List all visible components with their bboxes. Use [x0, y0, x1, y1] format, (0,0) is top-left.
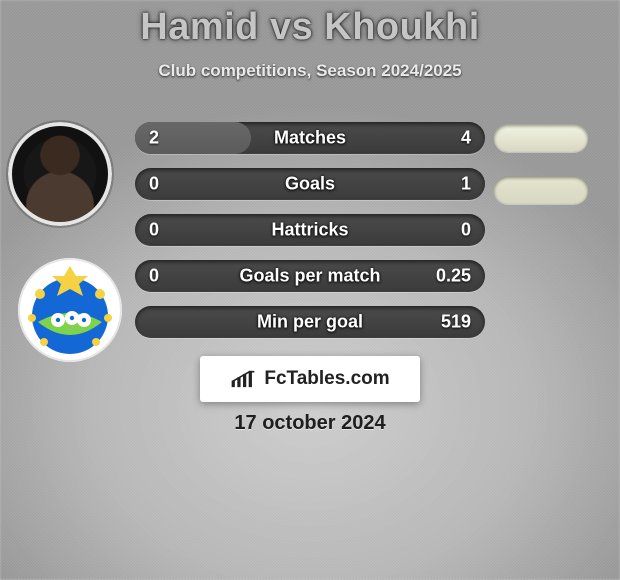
stat-label: Goals per match	[135, 266, 485, 287]
page-title: Hamid vs Khoukhi	[0, 0, 620, 49]
stat-value-left: 2	[149, 128, 159, 149]
stage: Hamid vs Khoukhi Club competitions, Seas…	[0, 0, 620, 580]
subtitle: Club competitions, Season 2024/2025	[0, 61, 620, 81]
stat-value-right: 1	[461, 174, 471, 195]
stat-row: 0 0.25Goals per match	[135, 260, 485, 292]
stat-value-right: 0	[461, 220, 471, 241]
player-avatar-hamid	[8, 122, 112, 226]
date-text: 17 october 2024	[0, 412, 620, 435]
stat-label: Min per goal	[135, 312, 485, 333]
branding-badge[interactable]: FcTables.com	[200, 356, 420, 402]
accent-pill	[494, 124, 588, 152]
stat-value-left: 0	[149, 174, 159, 195]
branding-label: FcTables.com	[264, 368, 389, 390]
stat-row: 0 0Hattricks	[135, 214, 485, 246]
stat-value-right: 0.25	[436, 266, 471, 287]
stat-label: Hattricks	[135, 220, 485, 241]
stat-value-right: 4	[461, 128, 471, 149]
bars-icon	[230, 368, 256, 390]
stat-rows: 24Matches01Goals00Hattricks00.25Goals pe…	[135, 122, 485, 352]
club-logo-khoukhi	[18, 258, 122, 362]
club-logo-svg	[18, 258, 122, 362]
stat-row: 24Matches	[135, 122, 485, 154]
stat-row: 0 1Goals	[135, 168, 485, 200]
stat-value-left: 0	[149, 220, 159, 241]
stat-value-left: 0	[149, 266, 159, 287]
stat-value-right: 519	[441, 312, 471, 333]
accent-pill	[494, 176, 588, 204]
stat-row: 519Min per goal	[135, 306, 485, 338]
stat-label: Goals	[135, 174, 485, 195]
